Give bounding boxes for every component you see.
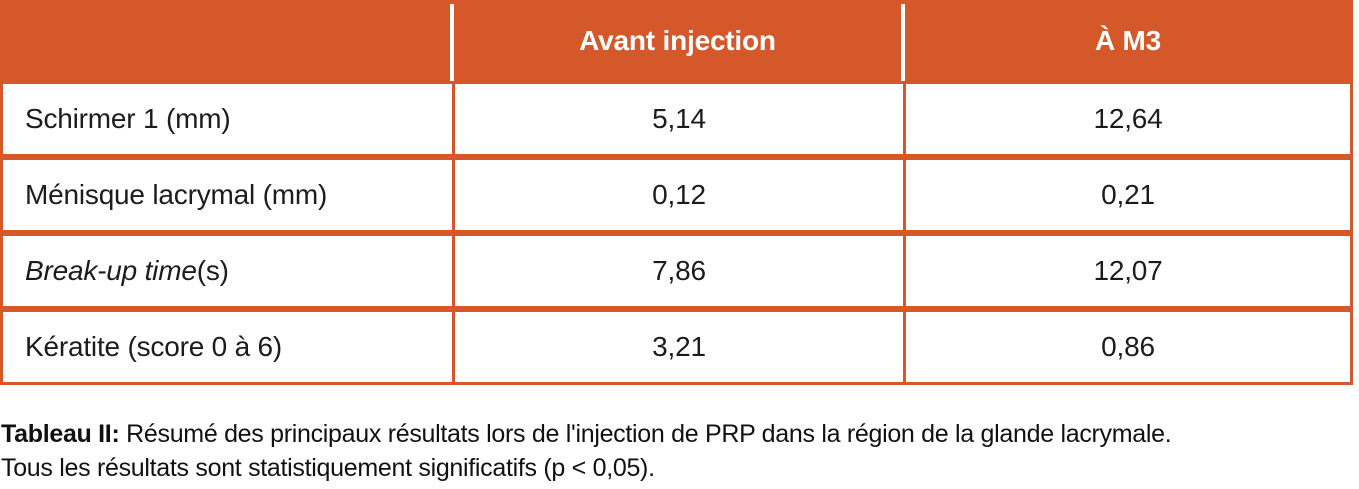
row-label: Schirmer 1 (mm) [3,84,452,154]
cell-avant-injection: 7,86 [452,236,903,306]
header-cell-empty [0,0,452,81]
header-divider [450,4,454,81]
row-label: Kératite (score 0 à 6) [3,312,452,382]
table-header-row: Avant injection À M3 [0,0,1353,81]
cell-avant-injection: 5,14 [452,84,903,154]
row-label: Ménisque lacrymal (mm) [3,160,452,230]
cell-avant-injection: 0,12 [452,160,903,230]
cell-a-m3: 0,86 [903,312,1350,382]
caption-line-2: Tous les résultats sont statistiquement … [1,451,1359,485]
table-caption: Tableau II: Résumé des principaux résult… [1,417,1359,485]
table-row-keratite: Kératite (score 0 à 6) 3,21 0,86 [0,309,1353,385]
cell-avant-injection: 3,21 [452,312,903,382]
table-row-menisque: Ménisque lacrymal (mm) 0,12 0,21 [0,157,1353,233]
caption-title: Tableau II: [1,420,120,448]
results-table: Avant injection À M3 Schirmer 1 (mm) 5,1… [0,0,1353,385]
header-cell-a-m3: À M3 [1094,24,1162,56]
cell-a-m3: 0,21 [903,160,1350,230]
table-row-break-up-time: Break-up time (s) 7,86 12,07 [0,233,1353,309]
row-label-text: Kératite (score 0 à 6) [25,331,283,362]
row-label-text: Schirmer 1 (mm) [25,103,231,134]
header-divider [901,4,905,81]
header-cell-avant-injection: Avant injection [579,24,776,56]
cell-a-m3: 12,64 [903,84,1350,154]
row-label: Break-up time (s) [3,236,452,306]
row-label-text: (s) [196,255,229,286]
caption-text-1: Résumé des principaux résultats lors de … [119,420,1172,448]
row-label-text: Ménisque lacrymal (mm) [25,179,328,210]
caption-line-1: Tableau II: Résumé des principaux résult… [1,417,1359,451]
table-row-schirmer: Schirmer 1 (mm) 5,14 12,64 [0,81,1353,157]
cell-a-m3: 12,07 [903,236,1350,306]
row-label-italic: Break-up time [25,255,197,286]
caption-text-2: Tous les résultats sont statistiquement … [1,454,655,482]
